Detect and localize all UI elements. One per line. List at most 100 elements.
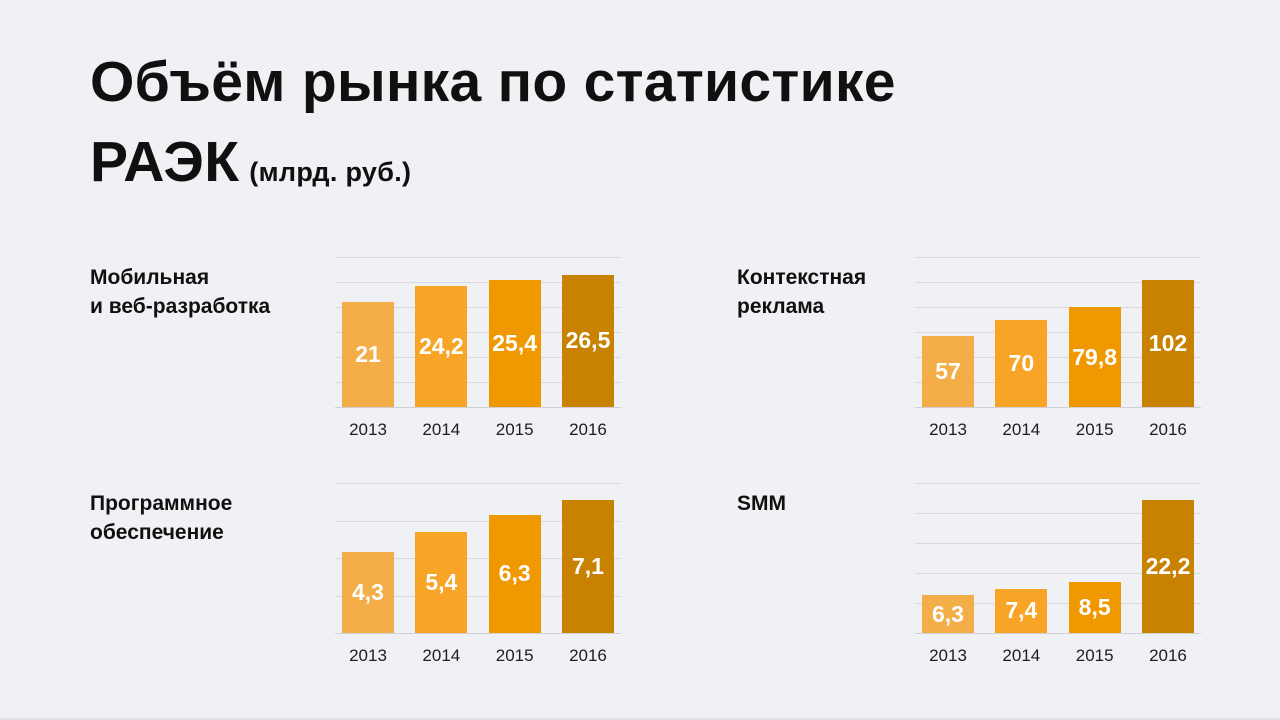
bar-value-label: 57 <box>935 357 961 384</box>
chart-title: Контекстная реклама <box>737 263 866 321</box>
page-title-unit: (млрд. руб.) <box>249 157 412 187</box>
bar-value-label: 7,4 <box>1005 597 1038 624</box>
gridline <box>915 307 1201 308</box>
bars: 21 24,2 25,4 26,5 <box>335 257 621 407</box>
gridline <box>335 257 621 258</box>
gridline <box>335 520 621 522</box>
x-axis-label: 2015 <box>495 646 534 665</box>
x-axis-label: 2013 <box>929 646 967 665</box>
bar-2013: 6,3 <box>922 595 974 633</box>
x-axis-label: 2014 <box>1002 646 1041 665</box>
gridline <box>915 603 1201 604</box>
gridline <box>335 382 621 383</box>
bars: 57 70 79,8 102 <box>915 257 1201 407</box>
gridline <box>335 307 621 308</box>
x-axis-label: 2016 <box>569 420 607 439</box>
x-axis-label: 2016 <box>1149 420 1187 439</box>
chart-title-line: реклама <box>737 295 825 318</box>
page-title: Объём рынка по статистике РАЭК (млрд. руб… <box>90 42 896 212</box>
chart-title: SMM <box>737 489 786 518</box>
x-axis-label: 2013 <box>349 420 387 439</box>
x-axis-baseline <box>915 633 1201 634</box>
bar-2014: 5,4 <box>415 531 468 633</box>
x-axis-label: 2013 <box>349 646 387 665</box>
bar-value-label: 25,4 <box>492 330 538 356</box>
gridline <box>335 357 621 358</box>
x-axis-label: 2015 <box>1075 646 1114 665</box>
bar-2016: 102 <box>1141 279 1194 407</box>
x-axis-label: 2013 <box>929 420 967 439</box>
bar-2013: 21 <box>342 302 394 407</box>
bar-value-label: 21 <box>355 341 381 367</box>
chart-title-line: SMM <box>737 492 786 515</box>
bars: 4,3 5,4 6,3 7,1 <box>335 483 621 633</box>
x-axis-label: 2015 <box>1075 420 1114 439</box>
x-axis-label: 2016 <box>569 646 607 665</box>
bar-value-label: 70 <box>1008 349 1035 376</box>
bar-2013: 57 <box>922 335 974 407</box>
chart-contextual-advertising: Контекстная реклама 57 70 79,8 102 2013 2014 2… <box>737 257 1280 457</box>
gridline <box>915 513 1201 514</box>
x-axis-baseline <box>915 407 1201 408</box>
bar-2015: 79,8 <box>1068 307 1121 407</box>
bar-value-label: 102 <box>1148 329 1188 356</box>
chart-smm: SMM 6,3 7,4 8,5 22,2 2013 2014 2015 2016 <box>737 483 1280 683</box>
gridline <box>915 257 1201 258</box>
plot-area: 57 70 79,8 102 <box>915 257 1201 408</box>
bar-value-label: 79,8 <box>1072 343 1118 370</box>
x-axis-label: 2016 <box>1149 646 1187 665</box>
gridlines <box>335 257 621 408</box>
chart-software: Программное обеспечение 4,3 5,4 6,3 7,1 2013… <box>90 483 635 683</box>
gridlines <box>915 483 1201 634</box>
page-title-line-2: РАЭК <box>90 130 240 194</box>
gridline <box>915 573 1201 574</box>
bar-2014: 7,4 <box>995 588 1048 633</box>
gridline <box>915 483 1201 484</box>
gridlines <box>335 483 621 634</box>
gridline <box>335 282 621 283</box>
slide-bottom-edge <box>0 718 1280 720</box>
x-axis-baseline <box>335 633 621 634</box>
bar-2016: 7,1 <box>561 499 614 633</box>
gridline <box>915 332 1201 333</box>
bar-2013: 4,3 <box>342 552 394 633</box>
bar-value-label: 24,2 <box>418 333 464 359</box>
bar-value-label: 6,3 <box>932 600 964 627</box>
x-axis-label: 2014 <box>422 646 461 665</box>
bar-2015: 8,5 <box>1068 582 1121 633</box>
bar-2015: 25,4 <box>488 280 541 407</box>
gridline <box>335 595 621 597</box>
x-axis: 2013 2014 2015 2016 <box>915 645 1201 666</box>
bar-2014: 24,2 <box>415 286 468 407</box>
chart-title-line: Мобильная <box>90 266 210 289</box>
x-axis-label: 2015 <box>495 420 534 439</box>
x-axis: 2013 2014 2015 2016 <box>335 419 621 440</box>
bar-value-label: 22,2 <box>1145 552 1191 579</box>
plot-area: 6,3 7,4 8,5 22,2 <box>915 483 1201 634</box>
gridline <box>915 282 1201 283</box>
bar-value-label: 4,3 <box>352 579 384 606</box>
chart-title: Мобильная и веб-разработка <box>90 263 270 321</box>
bars: 6,3 7,4 8,5 22,2 <box>915 483 1201 633</box>
gridline <box>335 332 621 333</box>
gridline <box>915 382 1201 383</box>
bar-2016: 26,5 <box>561 274 614 407</box>
x-axis-label: 2014 <box>1002 420 1041 439</box>
bar-value-label: 5,4 <box>425 568 458 595</box>
chart-title-line: Контекстная <box>737 266 867 289</box>
bar-value-label: 7,1 <box>571 552 604 579</box>
x-axis: 2013 2014 2015 2016 <box>335 645 621 666</box>
plot-area: 4,3 5,4 6,3 7,1 <box>335 483 621 634</box>
bar-value-label: 26,5 <box>565 327 611 354</box>
x-axis-label: 2014 <box>422 420 461 439</box>
gridline <box>335 558 621 559</box>
bar-2014: 70 <box>995 319 1048 407</box>
chart-title-line: обеспечение <box>90 521 224 544</box>
bar-2016: 22,2 <box>1141 499 1194 633</box>
x-axis-baseline <box>335 407 621 408</box>
bar-value-label: 8,5 <box>1078 594 1111 620</box>
page-title-line-1: Объём рынка по статистике <box>90 50 896 114</box>
chart-mobile-and-web-development: Мобильная и веб-разработка 21 24,2 25,4 26,5… <box>90 257 635 457</box>
